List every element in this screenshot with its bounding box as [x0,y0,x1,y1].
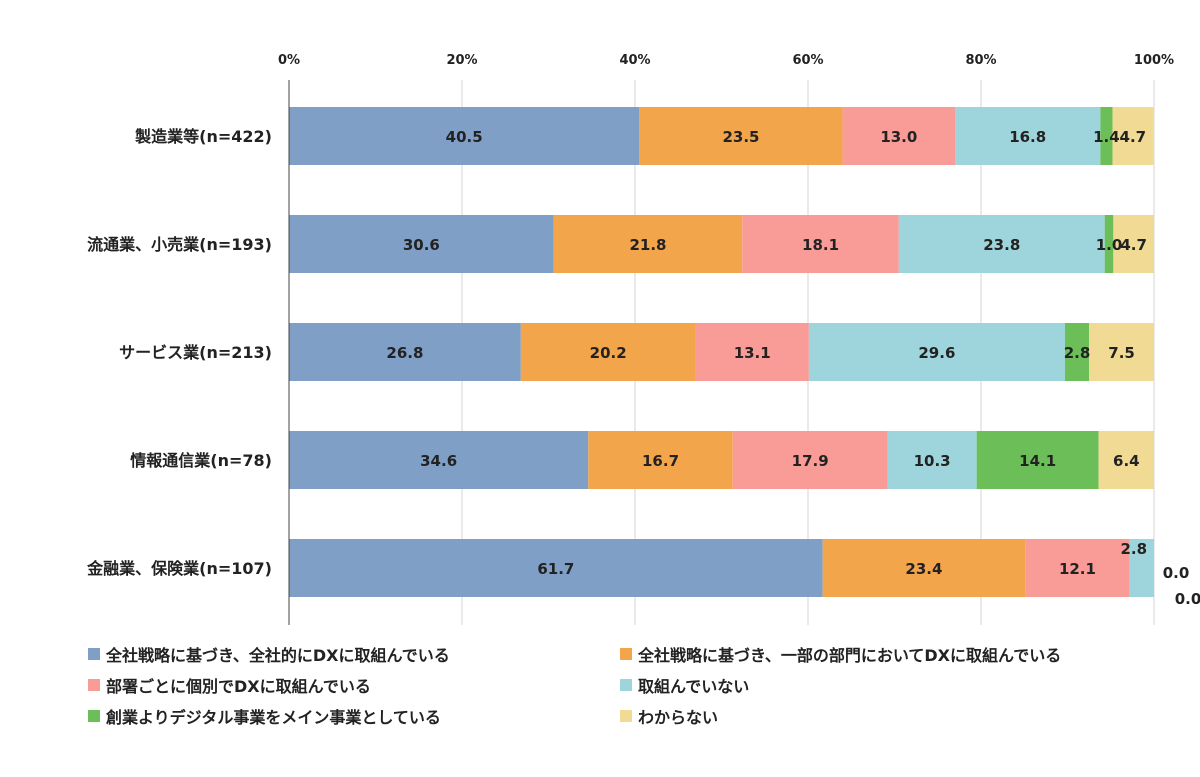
bar-segments [289,107,1154,597]
category-label: サービス業(n=213) [119,343,272,362]
x-tick-label: 80% [965,53,996,68]
legend-item: 全社戦略に基づき、一部の部門においてDXに取組んでいる [620,642,1061,666]
x-tick-label: 20% [446,53,477,68]
legend-label: 全社戦略に基づき、一部の部門においてDXに取組んでいる [638,646,1062,665]
bar-segment [808,323,1065,381]
data-label: 4.7 [1120,236,1147,254]
legend-item: わからない [620,704,718,728]
data-label: 16.8 [1009,128,1046,146]
bar-segment [520,323,696,381]
legend-label: 創業よりデジタル事業をメイン事業としている [106,708,441,727]
legend-label: 部署ごとに個別でDXに取組んでいる [106,677,371,696]
data-label: 0.0 [1163,564,1190,582]
bar-segment [976,431,1099,489]
data-label: 0.0 [1175,590,1200,608]
legend-swatch [88,679,100,691]
stacked-bar-chart: 0% 20% 40% 60% 80% 100% 製造業等(n=422) 流通業、小売業(n=… [86,53,1200,625]
data-label: 7.5 [1108,344,1135,362]
data-label: 29.6 [918,344,955,362]
data-label: 1.0 [1096,236,1123,254]
category-label: 情報通信業(n=78) [130,451,272,470]
bar-segment [1089,323,1154,381]
bar-segment [695,323,809,381]
bar-segment [588,431,733,489]
data-label: 40.5 [446,128,483,146]
x-tick-label: 0% [278,53,300,68]
bar-segment [898,215,1105,273]
bar-segment [842,107,956,165]
legend-label: 取組んでいない [638,677,750,696]
legend-swatch [88,710,100,722]
data-label: 26.8 [386,344,423,362]
data-label: 23.5 [722,128,759,146]
data-label: 2.8 [1120,540,1147,558]
category-labels: 製造業等(n=422) 流通業、小売業(n=193) サービス業(n=213) 情報通… [86,127,272,578]
bar-segment [289,539,823,597]
bar-segment [1129,539,1154,597]
legend-label: 全社戦略に基づき、全社的にDXに取組んでいる [106,646,450,665]
data-labels: 40.5 23.5 13.0 16.8 1.4 4.730.6 21.8 18.1 23.8 1.… [386,128,1200,608]
legend-swatch [88,648,100,660]
bar-segment [289,215,554,273]
category-label: 製造業等(n=422) [134,127,272,146]
legend-item: 創業よりデジタル事業をメイン事業としている [88,704,441,728]
bar-segment [639,107,843,165]
data-label: 16.7 [642,452,679,470]
x-axis-tick-labels: 0% 20% 40% 60% 80% 100% [278,53,1174,68]
data-label: 1.4 [1093,128,1120,146]
data-label: 23.4 [905,560,942,578]
bar-segment [742,215,899,273]
bar-segment [1098,431,1154,489]
legend-label: わからない [638,708,719,727]
data-label: 14.1 [1019,452,1056,470]
bar-segment [289,431,589,489]
data-label: 12.1 [1059,560,1096,578]
category-label: 流通業、小売業(n=193) [87,235,272,254]
bar-segment [887,431,977,489]
data-label: 61.7 [537,560,574,578]
bar-segment-remainder [1153,107,1154,165]
x-tick-label: 60% [792,53,823,68]
bar-segment [1112,107,1154,165]
data-label: 21.8 [629,236,666,254]
data-label: 6.4 [1113,452,1140,470]
data-label: 20.2 [590,344,627,362]
legend-item: 全社戦略に基づき、全社的にDXに取組んでいる [88,642,450,666]
data-label: 13.0 [880,128,917,146]
bar-segment [732,431,888,489]
bar-segment [553,215,743,273]
bar-segment [289,107,640,165]
category-label: 金融業、保険業(n=107) [86,559,272,578]
data-label: 10.3 [914,452,951,470]
bar-segment [1064,323,1090,381]
bar-segment [955,107,1101,165]
data-label: 34.6 [420,452,457,470]
bar-segment [1100,107,1113,165]
legend-swatch [620,710,632,722]
data-label: 17.9 [792,452,829,470]
bar-segment [1025,539,1130,597]
data-label: 23.8 [983,236,1020,254]
legend-item: 部署ごとに個別でDXに取組んでいる [88,673,371,697]
data-label: 4.7 [1120,128,1147,146]
data-label: 18.1 [802,236,839,254]
x-tick-label: 40% [619,53,650,68]
data-label: 13.1 [734,344,771,362]
data-label: 2.8 [1064,344,1091,362]
legend-swatch [620,679,632,691]
bar-segment [1113,215,1154,273]
data-label: 30.6 [403,236,440,254]
bar-segment [1104,215,1114,273]
bar-segment [822,539,1026,597]
bar-segment [289,323,521,381]
x-tick-label: 100% [1134,53,1174,68]
legend-swatch [620,648,632,660]
legend-item: 取組んでいない [620,673,749,697]
